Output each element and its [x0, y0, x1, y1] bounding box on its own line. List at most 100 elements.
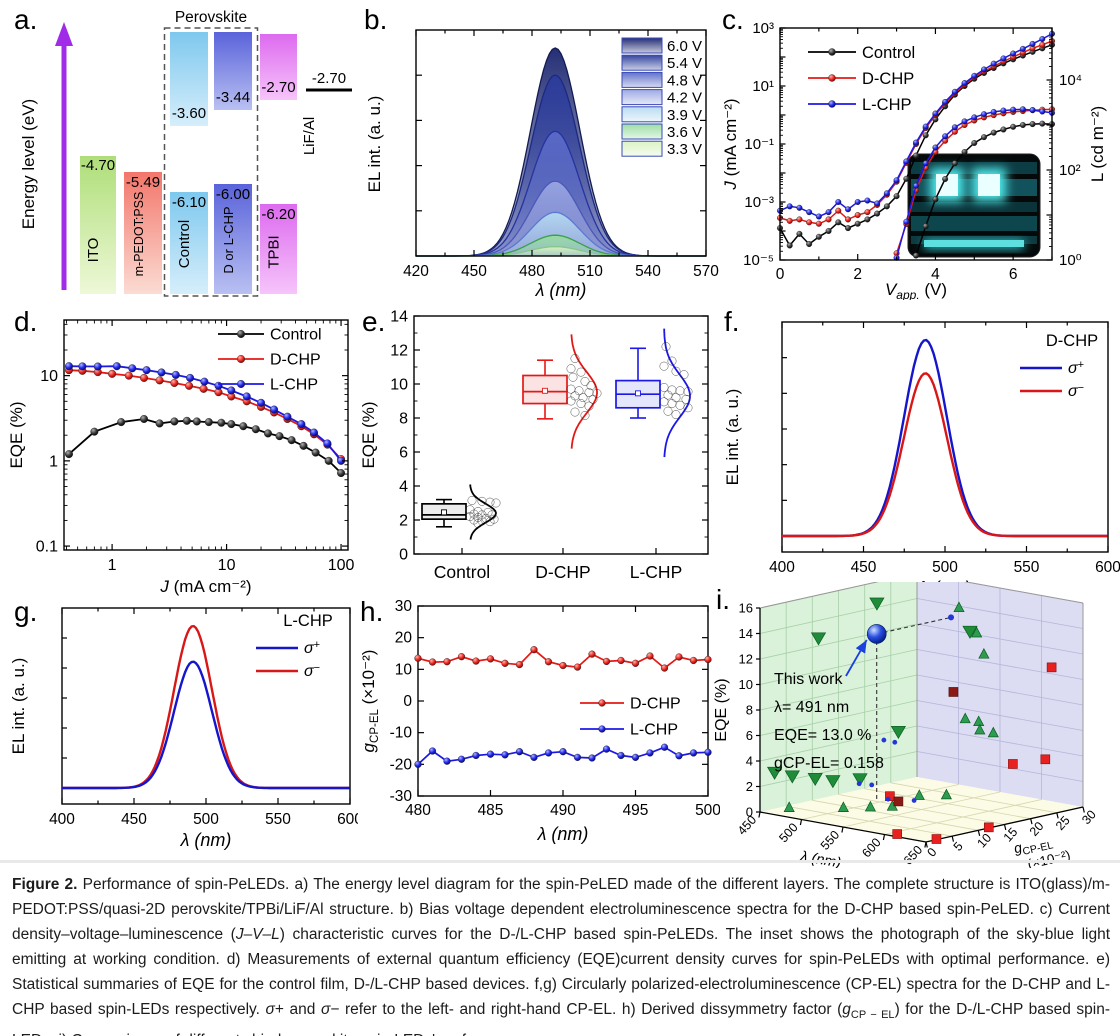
svg-text:400: 400: [769, 559, 795, 576]
caption-segment: ) for the D-/L-CHP based spin-LEDs. i) C…: [12, 1001, 1111, 1036]
svg-text:495: 495: [623, 802, 649, 819]
svg-text:EL int. (a. u.): EL int. (a. u.): [723, 389, 742, 486]
svg-text:LiF/Al: LiF/Al: [301, 117, 318, 155]
cpel-spectra-dchp-chart: 400450500550600λ (nm)EL int. (a. u.)D-CH…: [723, 321, 1120, 598]
svg-text:570: 570: [693, 263, 719, 280]
svg-text:480: 480: [519, 263, 545, 280]
panel-i: i. 0 2 4 6 8 10 12 14 16 450 500 550 600 650 0 5 10 15 20 2…: [698, 582, 1120, 868]
svg-text:14: 14: [390, 309, 408, 326]
svg-text:6.0 V: 6.0 V: [667, 38, 702, 55]
dissymmetry-factor-chart: 480 485 490 495 500 -30 -20 -10 0 10 20 30 D-CHP L-CH…: [359, 598, 720, 844]
svg-text:10: 10: [395, 661, 413, 678]
svg-text:0.1: 0.1: [36, 539, 58, 556]
svg-text:L-CHP: L-CHP: [270, 377, 318, 394]
svg-text:TPBI: TPBI: [266, 235, 283, 268]
svg-text:1: 1: [49, 453, 58, 470]
svg-text:1: 1: [108, 557, 117, 574]
panel-b: b. 420 450 480 510 540 570 λ (nm) EL int. (a. u…: [360, 4, 720, 300]
panel-letter-i: i.: [716, 584, 730, 615]
energy-level-diagram: Energy level (eV) Perovskite -4.70 ITO -5.49…: [19, 9, 352, 297]
panel-a: a. Energy level (eV) Perovskite -4.70 ITO -5…: [6, 4, 358, 300]
svg-text:500: 500: [932, 559, 958, 576]
svg-text:30: 30: [395, 598, 413, 615]
svg-text:D-CHP: D-CHP: [270, 352, 321, 369]
svg-text:400: 400: [49, 811, 75, 828]
svg-text:EQE (%): EQE (%): [713, 678, 730, 741]
svg-text:2: 2: [399, 513, 408, 530]
svg-text:0: 0: [403, 693, 412, 710]
svg-text:5: 5: [951, 839, 966, 854]
svg-text:-6.20: -6.20: [261, 206, 295, 223]
svg-text:10: 10: [218, 557, 236, 574]
svg-text:Control: Control: [434, 562, 490, 582]
svg-text:-2.70: -2.70: [312, 70, 346, 87]
svg-text:485: 485: [478, 802, 504, 819]
svg-text:510: 510: [577, 263, 603, 280]
svg-text:3.6 V: 3.6 V: [667, 124, 702, 141]
svg-text:10⁴: 10⁴: [1059, 72, 1082, 89]
svg-text:600: 600: [337, 811, 358, 828]
svg-text:500: 500: [193, 811, 219, 828]
caption-segment: J–V–L: [235, 926, 280, 943]
svg-text:-3.60: -3.60: [172, 105, 206, 122]
svg-text:gCP-EL= 0.158: gCP-EL= 0.158: [774, 755, 884, 772]
svg-text:4: 4: [399, 479, 408, 496]
panel-letter-h: h.: [360, 596, 384, 627]
panel-d: d. 1 10 100 0.1 1 10 EQE (%) J (mA cm⁻²) Control…: [6, 302, 358, 598]
jvl-curves-chart: 0 2 4 6 10³ 10¹ 10⁻¹ 10⁻³ 10⁻⁵ 10⁴ 10² 10⁰ J (mA cm⁻…: [721, 20, 1107, 300]
svg-text:25: 25: [1053, 813, 1073, 833]
caption-segment: σ: [320, 1001, 331, 1018]
svg-text:Energy level (eV): Energy level (eV): [19, 99, 38, 229]
svg-text:490: 490: [550, 802, 576, 819]
svg-text:480: 480: [405, 802, 431, 819]
svg-text:3.3 V: 3.3 V: [667, 141, 702, 158]
svg-text:4.8 V: 4.8 V: [667, 72, 702, 89]
panel-h: h. 480 485 490 495 500 -30 -20 -10 0 10 20 30 D-CHP L…: [358, 596, 720, 862]
svg-text:L-CHP: L-CHP: [283, 612, 333, 630]
svg-text:L-CHP: L-CHP: [630, 562, 683, 582]
svg-text:-3.44: -3.44: [216, 89, 250, 106]
svg-text:EL int. (a. u.): EL int. (a. u.): [9, 658, 28, 755]
svg-text:10²: 10²: [1059, 162, 1081, 179]
svg-text:0: 0: [924, 845, 939, 860]
svg-text:L (cd m⁻²): L (cd m⁻²): [1088, 106, 1107, 182]
svg-text:10⁻¹: 10⁻¹: [744, 136, 774, 153]
svg-text:10⁻⁵: 10⁻⁵: [743, 252, 774, 269]
eqe-boxplot-chart: 0 2 4 6 8 10 12 14 EQE (%) Control D-CHP L-CHP: [359, 309, 709, 582]
svg-text:500: 500: [776, 820, 800, 845]
svg-text:Control: Control: [862, 44, 915, 62]
svg-text:σ+: σ+: [304, 639, 320, 657]
svg-text:Perovskite: Perovskite: [175, 9, 247, 26]
svg-text:6: 6: [746, 728, 753, 743]
svg-text:-5.49: -5.49: [126, 174, 160, 191]
svg-text:4: 4: [931, 266, 940, 283]
panel-f: f. 400450500550600λ (nm)EL int. (a. u.)D…: [720, 302, 1120, 598]
svg-text:420: 420: [403, 263, 429, 280]
panel-letter-g: g.: [14, 596, 38, 627]
svg-text:10: 10: [390, 377, 408, 394]
svg-text:Vapp. (V): Vapp. (V): [885, 280, 947, 300]
svg-text:-6.10: -6.10: [172, 194, 206, 211]
svg-text:10: 10: [975, 831, 995, 851]
panel-letter-e: e.: [362, 306, 386, 337]
svg-text:λ= 491 nm: λ= 491 nm: [774, 699, 849, 716]
caption-segment: Figure 2.: [12, 876, 78, 893]
svg-text:10³: 10³: [752, 20, 774, 37]
svg-text:λ (nm): λ (nm): [535, 280, 587, 300]
caption-segment: CP − EL: [850, 1009, 895, 1022]
caption-segment: Performance of spin-PeLEDs. a) The energ…: [12, 876, 1110, 943]
svg-text:0: 0: [776, 266, 785, 283]
svg-text:10⁰: 10⁰: [1059, 252, 1082, 269]
svg-text:λ (nm): λ (nm): [798, 848, 842, 868]
svg-text:500: 500: [695, 802, 720, 819]
svg-text:2: 2: [853, 266, 862, 283]
svg-text:12: 12: [739, 652, 753, 667]
svg-text:10⁻³: 10⁻³: [744, 194, 774, 211]
device-photo-inset: [907, 153, 1041, 258]
svg-text:550: 550: [818, 828, 842, 853]
panel-e: e. 0 2 4 6 8 10 12 14 EQE (%) Control D-CHP L-CHP: [358, 302, 720, 598]
svg-text:20: 20: [395, 630, 413, 647]
svg-text:λ (nm): λ (nm): [180, 830, 232, 850]
svg-text:10¹: 10¹: [752, 78, 774, 95]
